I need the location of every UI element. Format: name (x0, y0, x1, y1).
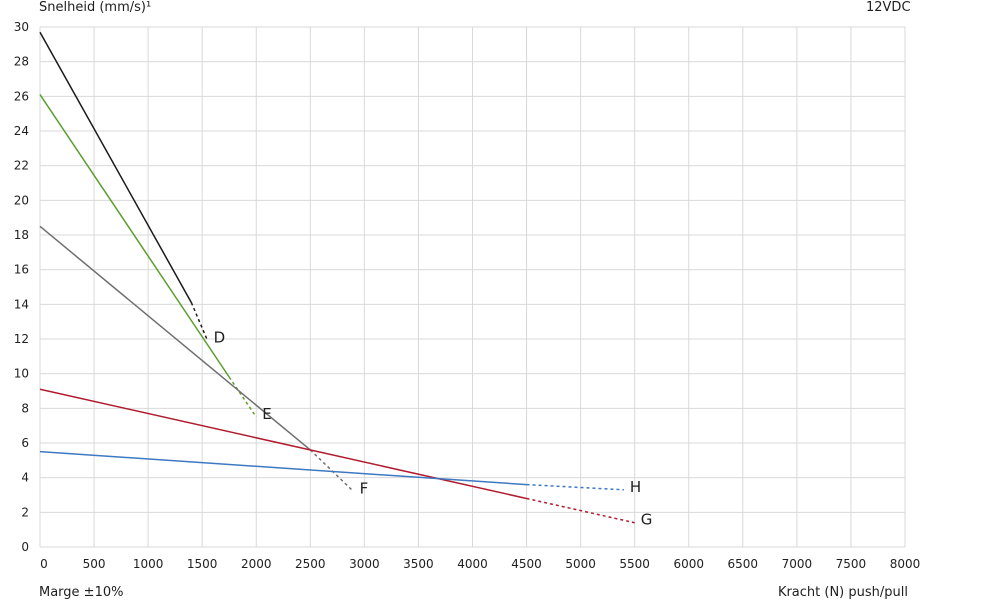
x-tick-label: 4000 (457, 557, 488, 571)
x-tick-label: 5500 (619, 557, 650, 571)
y-tick-label: 4 (21, 471, 29, 485)
y-tick-label: 22 (14, 159, 29, 173)
x-tick-labels: 0 500 1000 1500 2000 2500 3000 3500 4000 4500 5000… (40, 557, 920, 571)
x-tick-label: 3500 (403, 557, 434, 571)
x-tick-label: 5000 (565, 557, 596, 571)
x-tick-label: 1500 (187, 557, 218, 571)
x-tick-label: 6000 (673, 557, 704, 571)
y-tick-label: 16 (14, 263, 29, 277)
series-label-f: F (360, 480, 369, 498)
series-label-d: D (214, 329, 226, 347)
x-tick-label: 8000 (890, 557, 921, 571)
x-tick-label: 4500 (511, 557, 542, 571)
x-tick-label: 2500 (295, 557, 326, 571)
series-line-d (39, 31, 193, 303)
y-tick-label: 20 (14, 193, 29, 207)
y-tick-label: 6 (21, 436, 29, 450)
series-dashed-g (526, 497, 635, 524)
series-label-h: H (630, 478, 641, 496)
y-tick-label: 26 (14, 89, 29, 103)
series-labels: D E F GH (214, 329, 653, 529)
margin-note: Marge ±10% (39, 585, 124, 600)
y-tick-label: 8 (21, 401, 29, 415)
y-tick-label: 12 (14, 332, 29, 346)
y-tick-label: 14 (14, 297, 29, 311)
x-tick-label: 0 (40, 557, 48, 571)
y-axis-label: Snelheid (mm/s)¹ (39, 0, 152, 15)
chart-grid (39, 26, 906, 548)
x-tick-label: 3000 (349, 557, 380, 571)
chart-series (39, 31, 635, 524)
series-label-g: G (641, 511, 653, 529)
y-tick-label: 18 (14, 228, 29, 242)
y-tick-label: 30 (14, 20, 29, 34)
x-tick-label: 7000 (782, 557, 813, 571)
x-axis-label: Kracht (N) push/pull (777, 585, 908, 600)
x-tick-label: 500 (83, 557, 106, 571)
y-tick-label: 28 (14, 55, 29, 69)
y-tick-label: 0 (21, 540, 29, 554)
series-dashed-d (190, 302, 209, 342)
x-tick-label: 2000 (241, 557, 272, 571)
x-tick-label: 6500 (728, 557, 759, 571)
y-tick-label: 24 (14, 124, 29, 138)
y-tick-label: 2 (21, 505, 29, 519)
series-line-f (39, 225, 311, 451)
x-tick-label: 7500 (836, 557, 867, 571)
x-tick-label: 1000 (133, 557, 164, 571)
series-line-h (39, 450, 527, 486)
series-dashed-h (526, 483, 624, 491)
y-tick-label: 10 (14, 367, 29, 381)
series-line-e (39, 94, 230, 378)
series-dashed-e (228, 376, 257, 418)
series-label-e: E (262, 405, 271, 423)
series-line-g (39, 388, 527, 500)
voltage-label: 12VDC (866, 0, 911, 15)
